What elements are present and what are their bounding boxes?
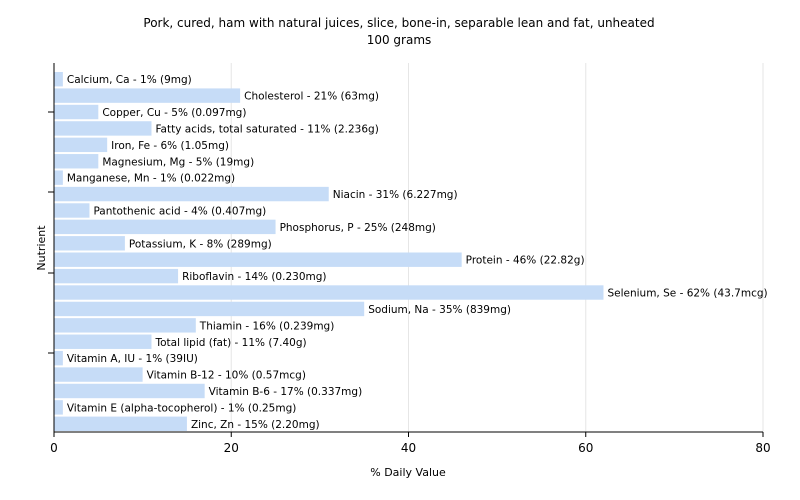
bar [54,318,196,333]
bar [54,186,329,202]
bar [54,400,63,415]
bar-label: Calcium, Ca - 1% (9mg) [67,74,192,86]
bar-label: Selenium, Se - 62% (43.7mcg) [607,288,767,300]
bars [54,72,604,431]
bar-label: Sodium, Na - 35% (839mg) [368,304,511,316]
bar [54,268,179,284]
x-tick-label: 60 [578,441,593,455]
bar [54,383,205,399]
axes: 0 20 40 60 80 [48,63,771,455]
bar [54,334,152,349]
bar [54,219,276,235]
bar-label: Riboflavin - 14% (0.230mg) [182,271,326,283]
x-tick-label: 0 [50,441,58,455]
bar-label: Zinc, Zn - 15% (2.20mg) [191,419,320,431]
bar-label: Phosphorus, P - 25% (248mg) [280,222,436,234]
bar-label: Niacin - 31% (6.227mg) [333,189,458,201]
bar [54,104,99,120]
chart-title: Pork, cured, ham with natural juices, sl… [143,16,654,30]
bar-label: Iron, Fe - 6% (1.05mg) [111,140,229,152]
x-tick-label: 20 [224,441,239,455]
bar-label: Total lipid (fat) - 11% (7.40g) [154,337,306,349]
bar-label: Protein - 46% (22.82g) [466,255,585,267]
bar [54,203,90,218]
bar [54,72,63,87]
bar-label: Vitamin A, IU - 1% (39IU) [67,353,198,365]
bar [54,121,152,136]
bar [54,416,187,431]
bar-label: Vitamin E (alpha-tocopherol) - 1% (0.25m… [67,402,296,414]
bar-label: Vitamin B-6 - 17% (0.337mg) [209,386,363,398]
x-axis-title: % Daily Value [370,466,446,479]
bar-label: Potassium, K - 8% (289mg) [129,238,272,250]
bar [54,88,241,103]
bar [54,170,63,185]
bar-label: Magnesium, Mg - 5% (19mg) [102,156,254,168]
bar-label: Fatty acids, total saturated - 11% (2.23… [155,123,378,135]
chart-subtitle: 100 grams [367,33,432,47]
bar-labels: Calcium, Ca - 1% (9mg) Cholesterol - 21% … [67,74,768,431]
bar-label: Thiamin - 16% (0.239mg) [199,320,335,332]
bar-label: Cholesterol - 21% (63mg) [244,91,379,103]
bar [54,252,462,267]
bar [54,367,143,382]
bar-label: Pantothenic acid - 4% (0.407mg) [93,205,266,217]
bar [54,301,365,317]
bar-label: Manganese, Mn - 1% (0.022mg) [67,173,235,185]
y-axis-title: Nutrient [35,225,48,271]
bar [54,137,108,153]
x-tick-label: 80 [755,441,770,455]
x-tick-label: 40 [401,441,416,455]
bar [54,236,125,251]
bar [54,154,99,169]
bar [54,350,63,366]
bar [54,285,604,300]
bar-label: Vitamin B-12 - 10% (0.57mcg) [147,370,306,382]
bar-label: Copper, Cu - 5% (0.097mg) [102,107,246,119]
